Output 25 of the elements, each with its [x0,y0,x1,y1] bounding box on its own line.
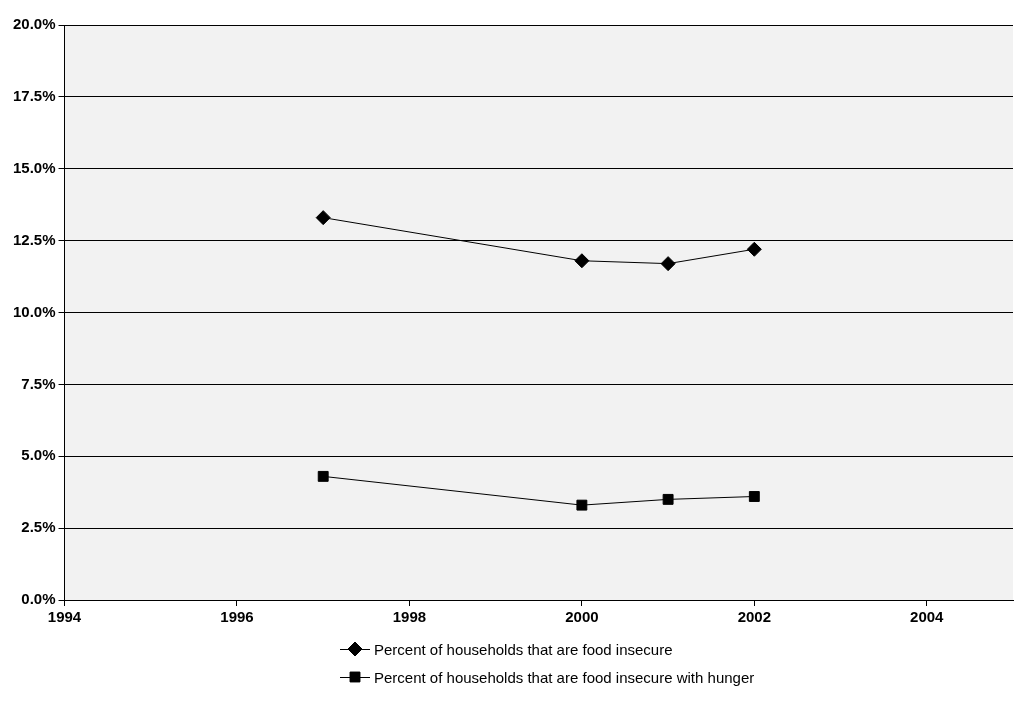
point [660,256,676,272]
y-tick-label: 7.5% [21,374,56,392]
point [748,491,760,502]
x-tick-label: 1996 [220,608,254,626]
y-tick-label: 0.0% [21,590,56,608]
legend-label: Percent of households that are food insecure with hunger [374,668,755,686]
y-tick-label: 2.5% [21,518,56,536]
x-tick-label: 2004 [910,608,945,626]
point [576,499,588,511]
y-tick-label: 17.5% [12,87,56,105]
y-tick-label: 5.0% [21,446,56,464]
x-tick-label: 1994 [47,608,82,626]
x-tick-label: 1998 [392,608,427,626]
y-tick-label: 12.5% [12,230,56,248]
point [317,470,329,482]
x-tick-label: 2000 [565,608,599,626]
y-tick-label: 10.0% [12,302,56,320]
point [746,241,762,257]
y-tick-label: 20.0% [12,15,56,33]
point [315,210,331,226]
x-tick-label: 2002 [737,608,772,626]
point [662,493,674,505]
point [574,253,590,269]
y-tick-label: 15.0% [12,158,56,176]
legend-label: Percent of households that are food insecure [374,640,673,658]
